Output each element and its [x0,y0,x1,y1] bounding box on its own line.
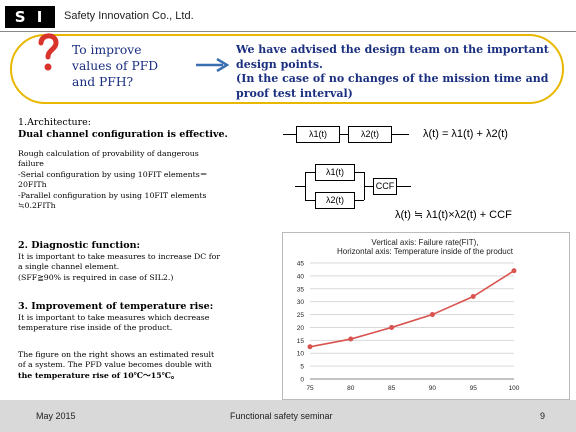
x-tick-label: 75 [306,385,314,392]
parallel-left-rail [305,172,306,200]
y-tick-label: 40 [297,273,305,280]
parallel-line [355,200,364,201]
y-tick-label: 45 [297,261,305,268]
serial-line-mid [340,134,348,135]
section-temperature: 3. Improvement of temperature rise: It i… [18,301,280,334]
body-line: 20FITh [18,180,47,190]
body-line: of a system. The PFD value becomes doubl… [18,360,212,370]
sil-logo: S I L [5,6,55,48]
data-point [470,294,476,300]
data-point [511,268,517,274]
x-tick-label: 80 [347,385,355,392]
parallel-formula: λ(t) ≒ λ1(t)×λ2(t) + CCF [395,209,512,221]
chart-title-line: Horizontal axis: Temperature inside of t… [337,247,513,256]
parallel-line [355,172,364,173]
parallel-line-out [397,186,411,187]
serial-line-out [392,134,409,135]
advice-line: proof test interval) [236,86,353,100]
y-tick-label: 5 [300,364,304,371]
callout-frame [10,34,564,104]
section-title: 1.Architecture: [18,117,92,128]
question-text: To improve values of PFD and PFH? [72,42,192,90]
advice-line: design points. [236,57,323,71]
y-tick-label: 10 [297,351,305,358]
y-tick-label: 25 [297,312,305,319]
body-line: ≒0.2FITh [18,201,56,211]
footer-title: Functional safety seminar [230,411,333,421]
y-tick-label: 20 [297,325,305,332]
x-tick-label: 100 [509,385,520,392]
footer-bar [0,400,576,432]
parallel-line-in [295,186,305,187]
y-tick-label: 35 [297,286,305,293]
footer-date: May 2015 [36,411,76,421]
section-subtitle: Dual channel configuration is effective. [18,129,228,140]
question-line: and PFH? [72,75,134,89]
data-point [348,336,354,342]
body-line: a single channel element. [18,262,120,272]
section-title: 3. Improvement of temperature rise: [18,301,214,312]
body-line: (SFF≧90% is required in case of SIL2.) [18,272,174,282]
section-architecture: 1.Architecture: Dual channel configurati… [18,117,280,211]
data-point [307,344,313,350]
advice-line: We have advised the design team on the i… [236,43,549,56]
parallel-block-2: λ2(t) [315,192,355,209]
serial-formula: λ(t) = λ1(t) + λ2(t) [423,128,508,140]
body-line: the temperature rise of 10℃～15℃。 [18,370,179,380]
body-line: It is important to take measures which d… [18,313,210,322]
advice-line: (In the case of no changes of the missio… [236,72,549,85]
question-line: To improve [72,43,142,57]
section-title: 2. Diagnostic function: [18,240,140,251]
x-tick-label: 90 [429,385,437,392]
body-line: temperature rise inside of the product. [18,323,173,333]
failure-rate-chart: 0 5 10 15 20 25 30 35 40 45 75 80 85 90 95 100 [297,261,520,393]
summary-text: The figure on the right shows an estimat… [18,350,280,381]
section-diagnostic: 2. Diagnostic function: It is important … [18,240,280,283]
parallel-line [305,172,315,173]
question-line: values of PFD [72,59,159,73]
company-name: Safety Innovation Co., Ltd. [64,10,194,22]
question-mark-icon [38,33,59,71]
parallel-line [305,200,315,201]
series-line [309,270,515,348]
body-line: Rough calculation of provability of dang… [18,149,199,158]
header-divider [0,31,576,32]
chart-title: Vertical axis: Failure rate(FIT), Horizo… [282,238,568,256]
y-tick-label: 30 [297,299,305,306]
body-line: The figure on the right shows an estimat… [18,350,215,359]
body-line: -Serial configuration by using 10FIT ele… [18,169,208,179]
body-line: failure [18,159,44,169]
y-tick-label: 0 [300,377,304,384]
advice-text: We have advised the design team on the i… [236,43,556,101]
parallel-block-1: λ1(t) [315,164,355,181]
body-line: -Parallel configuration by using 10FIT e… [18,190,207,200]
data-point [429,312,435,318]
chart-title-line: Vertical axis: Failure rate(FIT), [371,238,479,247]
parallel-line [364,186,373,187]
x-tick-label: 85 [388,385,396,392]
x-tick-label: 95 [470,385,478,392]
serial-line-in [283,134,296,135]
data-point [389,324,395,330]
y-tick-label: 15 [297,338,305,345]
serial-block-2: λ2(t) [348,126,392,143]
page-number: 9 [540,411,546,421]
body-line: It is important to take measures to incr… [18,252,221,261]
serial-block-1: λ1(t) [296,126,340,143]
arrow-right-icon [196,58,229,72]
ccf-block: CCF [373,178,397,195]
